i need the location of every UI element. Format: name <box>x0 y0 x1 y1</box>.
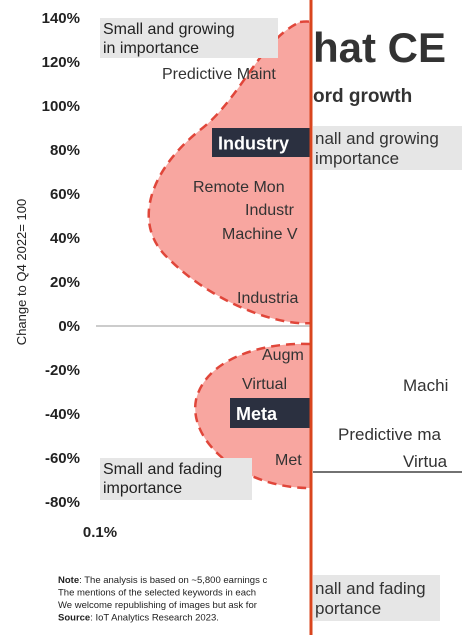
overlay-panel: hat CE ord growth nall and growing impor… <box>309 0 462 635</box>
y-tick-label: 20% <box>50 274 80 291</box>
cluster-label: Industry <box>218 134 289 154</box>
keyword-label: Machine V <box>222 226 298 243</box>
y-tick-label: -80% <box>45 494 80 511</box>
y-tick-label: -40% <box>45 406 80 423</box>
y-tick-label: 120% <box>42 54 80 71</box>
overlay-box-text: portance <box>315 599 381 618</box>
keyword-label: Industria <box>237 290 298 307</box>
y-tick-label: -60% <box>45 450 80 467</box>
cluster-box <box>230 398 310 428</box>
cluster-label: Meta <box>236 404 278 424</box>
y-tick-label: 100% <box>42 98 80 115</box>
keyword-label: Predictive Maint <box>162 66 276 83</box>
overlay-title: hat CE <box>313 24 446 71</box>
footnote-line: Note: The analysis is based on ~5,800 ea… <box>58 575 267 586</box>
keyword-label: Met <box>275 452 302 469</box>
chart: 140% 120% 100% 80% 60% 40% 20% 0% -20% -40% -60% -8… <box>42 10 312 541</box>
quadrant-label: importance <box>103 480 182 497</box>
keyword-label: Industr <box>245 202 295 219</box>
footnote-bold: Source <box>58 613 90 624</box>
overlay-label: Machi <box>403 376 448 395</box>
footnote-line: Source: IoT Analytics Research 2023. <box>58 613 219 624</box>
footnote-text: The mentions of the selected keywords in… <box>58 588 256 599</box>
quadrant-box <box>100 458 252 500</box>
y-tick-label: 40% <box>50 230 80 247</box>
overlay-label: Virtua <box>403 452 448 471</box>
overlay-box-text: nall and growing <box>315 129 439 148</box>
footnote-bold: Note <box>58 575 79 586</box>
footnote-line: The mentions of the selected keywords in… <box>58 588 256 599</box>
y-axis-label: Change to Q4 2022= 100 <box>14 199 29 345</box>
overlay-background <box>311 0 462 635</box>
quadrant-label: Small and fading <box>103 461 222 478</box>
footnote-text: We welcome republishing of images but as… <box>58 600 257 611</box>
overlay-label: Predictive ma <box>338 425 442 444</box>
x-tick-label: 0.1% <box>83 524 117 541</box>
y-tick-label: -20% <box>45 362 80 379</box>
footnote-text: : IoT Analytics Research 2023. <box>90 613 219 624</box>
footnote-text: : The analysis is based on ~5,800 earnin… <box>79 575 267 586</box>
overlay-box-text: importance <box>315 149 399 168</box>
chart-area <box>147 20 310 490</box>
overlay-box-text: nall and fading <box>315 579 426 598</box>
keyword-label: Augm <box>262 347 304 364</box>
cluster-box <box>212 128 312 157</box>
quadrant-label: in importance <box>103 40 199 57</box>
y-tick-label: 60% <box>50 186 80 203</box>
y-tick-label: 0% <box>58 318 80 335</box>
overlay-subtitle: ord growth <box>313 86 412 107</box>
quadrant-box <box>100 18 278 58</box>
keyword-label: Remote Mon <box>193 179 285 196</box>
growing-cluster <box>147 20 310 325</box>
footnote: Note: The analysis is based on ~5,800 ea… <box>58 575 267 624</box>
keyword-label: Virtual <box>242 376 287 393</box>
quadrant-label: Small and growing <box>103 21 235 38</box>
overlay-box <box>313 575 440 621</box>
footnote-line: We welcome republishing of images but as… <box>58 600 257 611</box>
overlay-box <box>313 126 462 170</box>
y-tick-label: 80% <box>50 142 80 159</box>
y-tick-label: 140% <box>42 10 80 27</box>
